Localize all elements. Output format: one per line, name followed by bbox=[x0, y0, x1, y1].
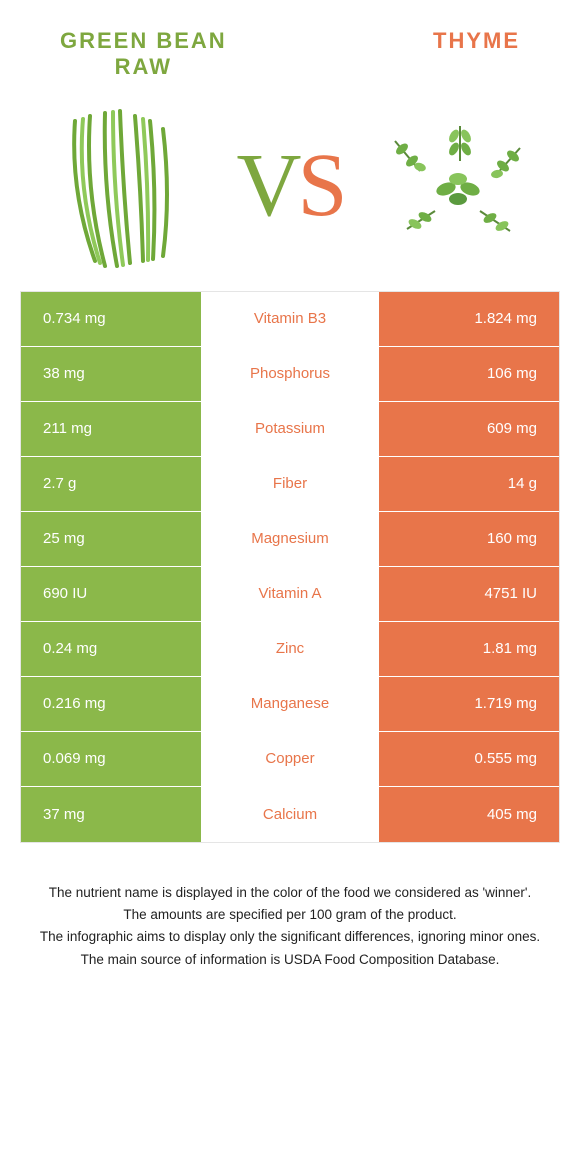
left-value: 690 IU bbox=[21, 567, 201, 621]
table-row: 25 mgMagnesium160 mg bbox=[21, 512, 559, 567]
table-row: 0.24 mgZinc1.81 mg bbox=[21, 622, 559, 677]
table-row: 38 mgPhosphorus106 mg bbox=[21, 347, 559, 402]
right-value: 0.555 mg bbox=[379, 732, 559, 786]
nutrient-label: Vitamin A bbox=[201, 567, 379, 621]
table-row: 2.7 gFiber14 g bbox=[21, 457, 559, 512]
right-value: 1.824 mg bbox=[379, 292, 559, 346]
right-food-title: THYME bbox=[433, 28, 520, 54]
left-value: 37 mg bbox=[21, 787, 201, 842]
green-bean-icon bbox=[40, 101, 200, 271]
right-value: 609 mg bbox=[379, 402, 559, 456]
right-value: 106 mg bbox=[379, 347, 559, 401]
thyme-icon bbox=[380, 101, 540, 271]
table-row: 690 IUVitamin A4751 IU bbox=[21, 567, 559, 622]
vs-s: S bbox=[297, 141, 343, 231]
table-row: 37 mgCalcium405 mg bbox=[21, 787, 559, 842]
nutrient-label: Fiber bbox=[201, 457, 379, 511]
left-value: 0.216 mg bbox=[21, 677, 201, 731]
vs-label: VS bbox=[236, 141, 343, 231]
left-food-title: GREEN BEAN RAW bbox=[60, 28, 227, 81]
nutrient-label: Phosphorus bbox=[201, 347, 379, 401]
left-value: 0.734 mg bbox=[21, 292, 201, 346]
nutrient-label: Potassium bbox=[201, 402, 379, 456]
right-value: 405 mg bbox=[379, 787, 559, 842]
vs-v: V bbox=[236, 141, 297, 231]
left-value: 38 mg bbox=[21, 347, 201, 401]
table-row: 0.216 mgManganese1.719 mg bbox=[21, 677, 559, 732]
table-row: 0.069 mgCopper0.555 mg bbox=[21, 732, 559, 787]
footer-line: The amounts are specified per 100 gram o… bbox=[30, 905, 550, 925]
nutrient-label: Zinc bbox=[201, 622, 379, 676]
right-value: 1.719 mg bbox=[379, 677, 559, 731]
right-value: 1.81 mg bbox=[379, 622, 559, 676]
right-value: 14 g bbox=[379, 457, 559, 511]
left-value: 25 mg bbox=[21, 512, 201, 566]
footer-notes: The nutrient name is displayed in the co… bbox=[30, 883, 550, 970]
image-row: VS bbox=[0, 91, 580, 291]
footer-line: The nutrient name is displayed in the co… bbox=[30, 883, 550, 903]
right-value: 160 mg bbox=[379, 512, 559, 566]
nutrient-table: 0.734 mgVitamin B31.824 mg38 mgPhosphoru… bbox=[20, 291, 560, 843]
nutrient-label: Vitamin B3 bbox=[201, 292, 379, 346]
table-row: 211 mgPotassium609 mg bbox=[21, 402, 559, 457]
left-value: 2.7 g bbox=[21, 457, 201, 511]
footer-line: The main source of information is USDA F… bbox=[30, 950, 550, 970]
table-row: 0.734 mgVitamin B31.824 mg bbox=[21, 292, 559, 347]
header: GREEN BEAN RAW THYME bbox=[0, 0, 580, 91]
left-value: 0.24 mg bbox=[21, 622, 201, 676]
nutrient-label: Calcium bbox=[201, 787, 379, 842]
nutrient-label: Copper bbox=[201, 732, 379, 786]
left-value: 211 mg bbox=[21, 402, 201, 456]
nutrient-label: Magnesium bbox=[201, 512, 379, 566]
footer-line: The infographic aims to display only the… bbox=[30, 927, 550, 947]
left-value: 0.069 mg bbox=[21, 732, 201, 786]
right-value: 4751 IU bbox=[379, 567, 559, 621]
nutrient-label: Manganese bbox=[201, 677, 379, 731]
